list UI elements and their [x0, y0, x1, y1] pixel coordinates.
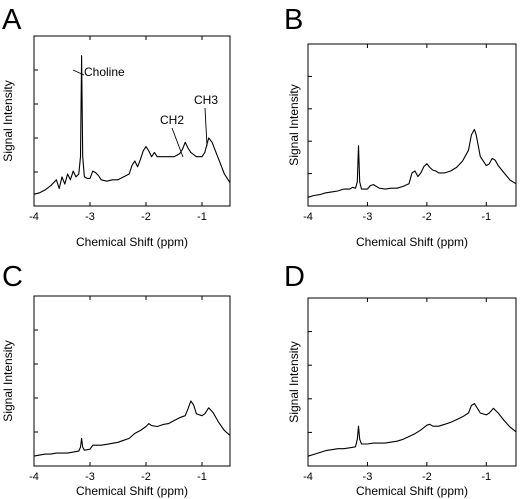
x-tick-label: -3	[363, 211, 373, 223]
x-axis-label-b: Chemical Shift (ppm)	[356, 235, 468, 249]
x-tick-label: -3	[363, 471, 373, 483]
x-axis-label-d: Chemical Shift (ppm)	[356, 484, 468, 498]
x-tick-label: -3	[85, 471, 95, 483]
x-axis-label-c: Chemical Shift (ppm)	[76, 484, 188, 498]
x-axis-label-a: Chemical Shift (ppm)	[76, 235, 188, 249]
panel-c: C -4 -3 -2 -1 Chemical Shift (ppm) Signal I…	[1, 261, 231, 498]
x-tick-label: -3	[85, 211, 95, 223]
y-axis-label-d: Signal Intensity	[287, 341, 301, 422]
x-tick-label: -4	[303, 211, 313, 223]
x-tick-label: -1	[481, 471, 491, 483]
x-tick-label: -2	[141, 211, 151, 223]
x-tick-label: -1	[197, 471, 207, 483]
y-axis-label-b: Signal Intensity	[287, 84, 301, 165]
spectrum-line-b	[307, 128, 517, 198]
y-axis-label-c: Signal Intensity	[1, 340, 15, 421]
x-tick-label: -1	[197, 211, 207, 223]
x-tick-label: -4	[29, 471, 39, 483]
spectrum-line-c	[33, 400, 231, 457]
annotations-a: Choline CH2 CH3	[72, 65, 218, 158]
x-tick-label: -4	[29, 211, 39, 223]
plot-frame-a	[33, 35, 231, 207]
plot-frame-d	[307, 297, 517, 467]
x-tick-label: -2	[141, 471, 151, 483]
plot-frame-c	[33, 295, 231, 467]
spectrum-line-d	[307, 403, 517, 457]
annotation-leader	[72, 69, 85, 76]
annotation-label: Choline	[84, 65, 125, 79]
annotation-label: CH3	[194, 93, 218, 107]
x-tick-label: -2	[422, 211, 432, 223]
panel-letter-d: D	[284, 261, 305, 293]
tick-labels-b: -4 -3 -2 -1	[303, 211, 491, 223]
tick-labels-d: -4 -3 -2 -1	[303, 471, 491, 483]
y-axis-label-a: Signal Intensity	[1, 80, 15, 161]
x-tick-label: -2	[422, 471, 432, 483]
tick-marks-b	[307, 44, 487, 206]
panel-d: D -4 -3 -2 -1 Chemical Shift (ppm) Signal I…	[284, 261, 517, 498]
annotation-leader	[171, 127, 184, 158]
panel-letter-c: C	[2, 261, 23, 293]
tick-labels-c: -4 -3 -2 -1	[29, 471, 207, 483]
panel-b: B -4 -3 -2 -1 Chemical Shift (ppm) Signal I…	[284, 4, 517, 249]
plot-frame-b	[307, 43, 517, 207]
x-tick-label: -4	[303, 471, 313, 483]
tick-labels-a: -4 -3 -2 -1	[29, 211, 207, 223]
x-tick-label: -1	[481, 211, 491, 223]
annotation-label: CH2	[160, 113, 184, 127]
annotation-leader	[204, 107, 208, 147]
tick-marks-a	[33, 36, 203, 206]
panel-letter-b: B	[284, 4, 303, 36]
panel-letter-a: A	[2, 4, 22, 36]
spectrum-line-a	[33, 55, 231, 195]
tick-marks-d	[307, 298, 487, 466]
panel-a: A -4 -3 -2 -1 Chemical Shift (ppm) Signal I…	[1, 4, 231, 249]
tick-marks-c	[33, 296, 203, 466]
